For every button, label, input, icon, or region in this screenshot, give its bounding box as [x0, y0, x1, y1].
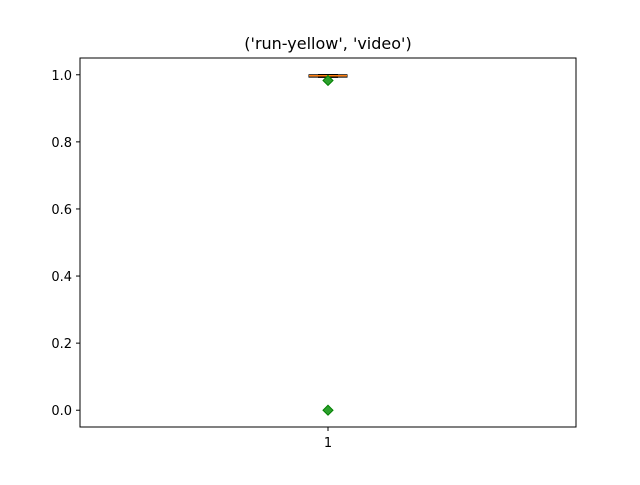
box-flier-point [322, 404, 334, 416]
x-tick-label: 1 [324, 436, 332, 451]
x-axis: 1 [324, 427, 332, 451]
boxes-layer [308, 74, 348, 416]
chart-title: ('run-yellow', 'video') [244, 34, 411, 53]
y-tick-label: 0.8 [51, 136, 72, 151]
y-tick-label: 0.2 [51, 337, 72, 352]
plot-area [79, 57, 577, 428]
y-tick-label: 1.0 [51, 69, 72, 84]
box-flier-point [322, 74, 334, 87]
y-tick-label: 0.0 [51, 404, 72, 419]
y-axis: 0.0 0.2 0.4 0.6 0.8 1.0 [51, 69, 80, 419]
y-tick-label: 0.4 [51, 270, 72, 285]
y-tick-label: 0.6 [51, 203, 72, 218]
